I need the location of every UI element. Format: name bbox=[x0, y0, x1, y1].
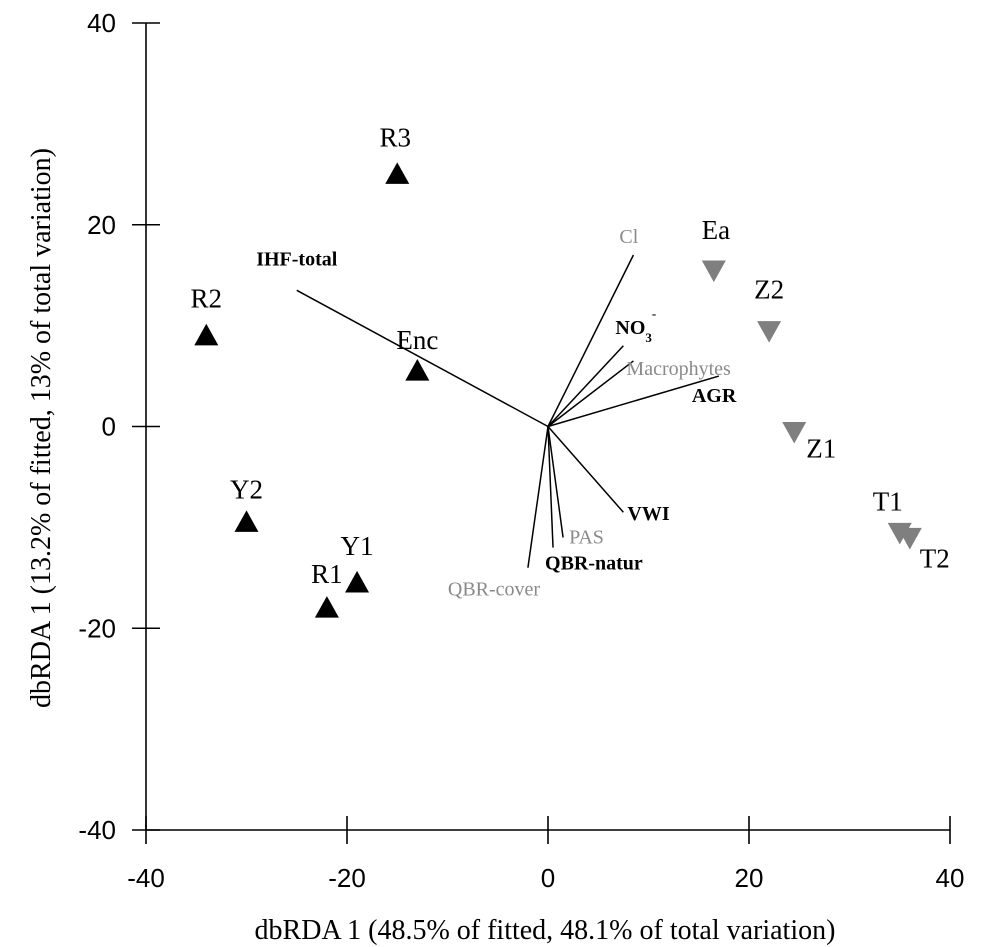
vector-line bbox=[547, 426, 624, 513]
y-tick-label: -20 bbox=[78, 613, 116, 643]
site-marker bbox=[194, 323, 219, 346]
vector-label: Cl bbox=[619, 226, 638, 248]
x-axis-title: dbRDA 1 (48.5% of fitted, 48.1% of total… bbox=[255, 915, 836, 946]
site-marker bbox=[345, 570, 370, 593]
vector-line bbox=[547, 360, 634, 428]
y-tick-label: -40 bbox=[78, 815, 116, 845]
vector-label: NO3- bbox=[615, 306, 656, 345]
vector-line bbox=[547, 345, 624, 428]
y-tick-label: 0 bbox=[102, 412, 116, 442]
site-label: R1 bbox=[311, 559, 343, 589]
environmental-vectors bbox=[296, 254, 720, 568]
y-axis-title: dbRDA 1 (13.2% of fitted, 13% of total v… bbox=[26, 148, 57, 708]
site-label: Y1 bbox=[341, 531, 374, 561]
x-tick-label: -40 bbox=[127, 863, 165, 893]
vector-line bbox=[547, 254, 635, 427]
site-label: Enc bbox=[396, 325, 438, 355]
site-marker bbox=[314, 596, 339, 618]
labels: IHF-total Cl NO3- Macrophytes AGR VWI PAS QBR-n… bbox=[191, 122, 950, 600]
site-marker bbox=[897, 527, 922, 550]
site-label: R2 bbox=[191, 284, 223, 314]
site-marker bbox=[405, 359, 430, 381]
vector-line bbox=[547, 375, 720, 428]
x-tick-label: -20 bbox=[328, 863, 366, 893]
vector-label: AGR bbox=[692, 385, 737, 407]
x-tick-label: 20 bbox=[735, 863, 764, 893]
site-marker bbox=[782, 421, 807, 444]
vector-label: Macrophytes bbox=[626, 358, 731, 380]
site-label: Z2 bbox=[754, 275, 784, 305]
vector-label: QBR-natur bbox=[545, 553, 643, 575]
vector-line bbox=[527, 426, 549, 568]
vector-label: VWI bbox=[627, 503, 669, 525]
vector-line bbox=[296, 289, 549, 428]
y-tick-label: 20 bbox=[87, 210, 116, 240]
site-marker bbox=[757, 321, 782, 343]
vector-label: QBR-cover bbox=[448, 579, 541, 601]
site-label: Y2 bbox=[230, 474, 263, 504]
vector-line bbox=[547, 426, 564, 538]
x-tick-label: 40 bbox=[936, 863, 965, 893]
site-label: T2 bbox=[920, 543, 950, 573]
site-marker bbox=[385, 162, 410, 184]
y-tick-label: 40 bbox=[87, 8, 116, 38]
vector-label: PAS bbox=[569, 526, 604, 548]
x-tick-label: 0 bbox=[541, 863, 555, 893]
vector-line bbox=[547, 426, 554, 548]
site-marker bbox=[234, 510, 259, 532]
vector-label: IHF-total bbox=[256, 248, 338, 270]
site-marker bbox=[701, 260, 726, 283]
site-label: Ea bbox=[702, 215, 730, 245]
site-label: T1 bbox=[873, 486, 903, 516]
site-label: Z1 bbox=[806, 434, 836, 464]
site-points bbox=[194, 162, 922, 618]
site-label: R3 bbox=[379, 122, 411, 152]
axes: -40 -20 0 20 40 40 20 0 -20 -40 bbox=[78, 8, 964, 893]
